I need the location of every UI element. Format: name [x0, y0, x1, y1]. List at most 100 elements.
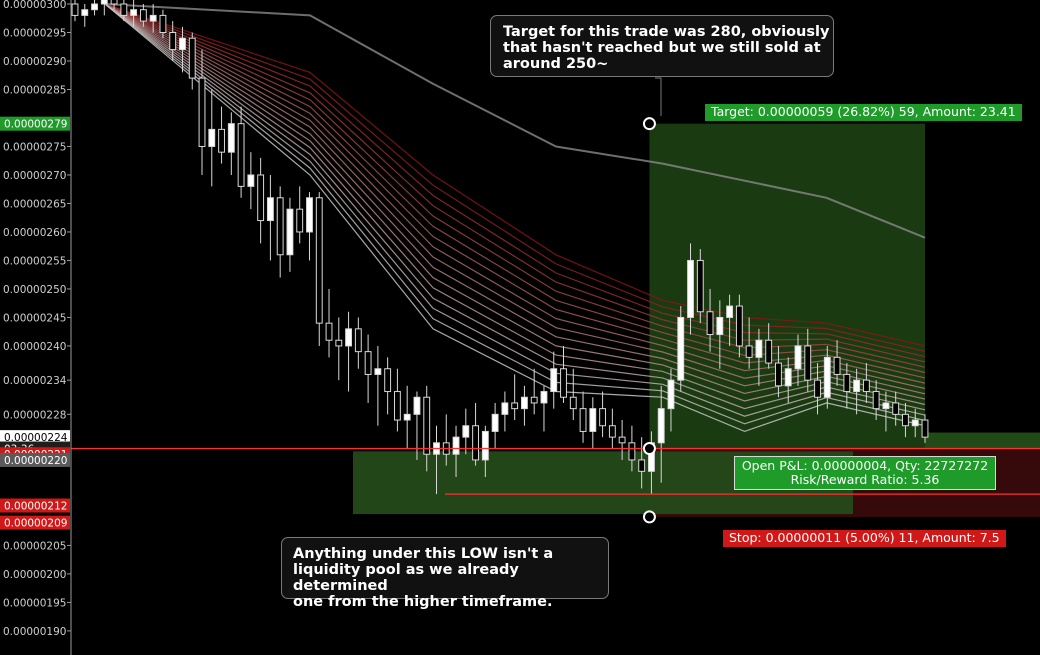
price-tag-box	[0, 515, 70, 530]
target-annotation-line-1: Target for this trade was 280, obviously	[503, 24, 830, 40]
ema-line	[104, 3, 926, 384]
target-annotation: Target for this trade was 280, obviously…	[490, 15, 834, 77]
price-tag-label: 0.00000279	[4, 119, 67, 131]
candle-body	[560, 368, 567, 398]
y-tick-label: 0.00000300	[3, 0, 66, 11]
annotation-pointer	[655, 77, 662, 116]
target-annotation-line-3: around 250~	[503, 56, 609, 72]
stop-label-text: Stop: 0.00000011 (5.00%) 11, Amount: 7.5	[729, 530, 1000, 545]
candle-body	[237, 123, 245, 187]
candle-body	[872, 391, 880, 410]
candle-body	[892, 402, 900, 415]
price-tag-box	[0, 452, 70, 467]
liquidity-annotation-line-2: liquidity pool as we already determined	[293, 562, 519, 594]
ema-line	[104, 3, 926, 374]
y-tick-label: 0.00000290	[3, 56, 66, 68]
candle-body	[706, 311, 714, 336]
y-tick-label: 0.00000295	[3, 27, 66, 39]
candle-body	[902, 413, 909, 427]
y-tick-label: 0.00000234	[3, 375, 67, 387]
candle-body	[120, 3, 128, 16]
ema-line	[104, 3, 926, 390]
candle-body	[179, 37, 186, 51]
candle-body	[286, 208, 294, 256]
candle-body	[81, 9, 89, 16]
candle-body	[364, 351, 372, 375]
candle-body	[784, 368, 792, 387]
candle-body	[266, 197, 274, 222]
target-label: Target: 0.00000059 (26.82%) 59, Amount: …	[705, 104, 1022, 121]
y-tick-label: 0.00000255	[3, 255, 66, 267]
candle-body	[188, 37, 196, 79]
target-label-text: Target: 0.00000059 (26.82%) 59, Amount: …	[711, 104, 1016, 119]
axis-background	[0, 0, 71, 655]
ema-ribbon	[104, 3, 926, 433]
y-tick-label: 0.00000205	[3, 540, 66, 552]
candle-body	[794, 345, 802, 370]
ema-line	[104, 3, 926, 433]
y-tick-label: 0.00000270	[3, 170, 66, 182]
candle-body	[657, 408, 665, 444]
candle-body	[481, 430, 489, 461]
candle-body	[853, 379, 861, 393]
price-tag-box	[0, 116, 70, 131]
candle-body	[413, 396, 421, 415]
candle-body	[667, 379, 675, 410]
candle-body	[71, 3, 79, 16]
y-tick-label: 0.00000250	[3, 284, 66, 296]
candle-body	[638, 459, 646, 472]
candle-body	[726, 305, 734, 318]
candle-body	[218, 128, 225, 153]
price-tag-label: 0.00000224	[4, 432, 68, 444]
candle-body	[110, 0, 118, 5]
candle-body	[677, 316, 685, 381]
stop-label: Stop: 0.00000011 (5.00%) 11, Amount: 7.5	[723, 530, 1006, 547]
candle-body	[276, 197, 284, 256]
candle-body	[139, 9, 147, 22]
candle-body	[491, 413, 499, 432]
candle-body	[169, 31, 177, 51]
target-annotation-line-2: that hasn't reached but we still sold at	[503, 40, 821, 56]
pnl-label-text: Open P&L: 0.00000004, Qty: 22727272	[741, 458, 989, 473]
price-tag-box	[0, 430, 70, 445]
y-tick-label: 0.00000228	[3, 409, 66, 421]
candle-body	[393, 391, 401, 421]
ema-line	[104, 3, 926, 352]
liquidity-annotation-line-1: Anything under this LOW isn't a	[293, 546, 554, 562]
candle-body	[306, 197, 313, 233]
candle-body	[765, 339, 773, 364]
pnl-label: Open P&L: 0.00000004, Qty: 22727272 Risk…	[734, 456, 996, 490]
price-tag-label: 0.00000220	[4, 455, 67, 467]
candle-body	[843, 373, 851, 393]
y-tick-label: 0.00000195	[3, 597, 66, 609]
y-tick-label: 0.00000200	[3, 569, 66, 581]
candle-body	[130, 9, 138, 16]
candle-body	[921, 419, 929, 438]
candle-body	[452, 436, 460, 455]
candle-body	[159, 14, 167, 33]
ema-line	[104, 3, 926, 368]
y-tick-label: 0.00000265	[3, 198, 66, 210]
ema-line	[104, 3, 926, 411]
ema-line	[104, 3, 926, 425]
ema-line	[104, 3, 926, 358]
candle-body	[208, 128, 216, 147]
candle-body	[227, 123, 235, 153]
ema-line	[104, 3, 926, 347]
y-tick-label: 0.00000245	[3, 312, 66, 324]
price-tag-box	[0, 498, 70, 513]
candle-body	[608, 425, 616, 438]
candle-body	[814, 379, 821, 398]
candle-body	[687, 259, 694, 318]
ema-line	[104, 3, 926, 363]
candle-body	[257, 174, 265, 222]
candle-body	[247, 174, 255, 187]
entry-handle	[642, 442, 656, 456]
candle-body	[403, 413, 411, 421]
ema-line	[104, 3, 926, 395]
candle-body	[345, 328, 352, 347]
y-tick-label: 0.00000240	[3, 341, 66, 353]
candle-body	[149, 14, 157, 22]
target-handle	[642, 117, 656, 131]
